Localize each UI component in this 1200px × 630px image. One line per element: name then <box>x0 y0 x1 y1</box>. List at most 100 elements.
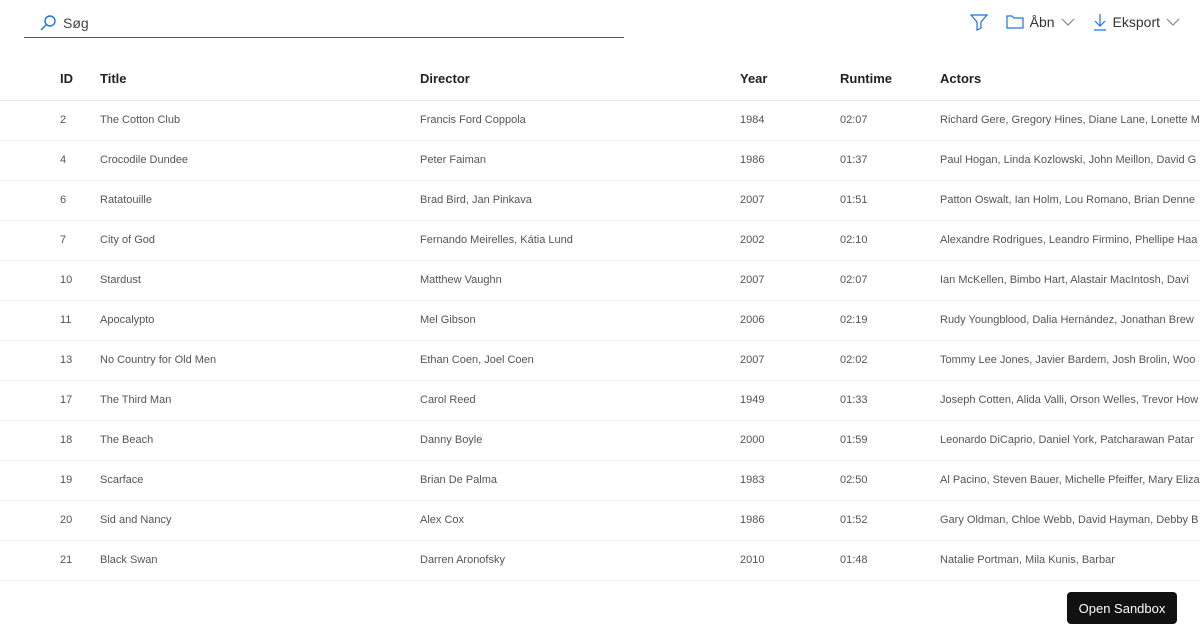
column-header-year[interactable]: Year <box>740 58 840 101</box>
search-icon <box>40 14 56 30</box>
cell-director: Peter Faiman <box>420 140 740 181</box>
search-bar[interactable] <box>24 8 624 38</box>
cell-title: The Cotton Club <box>100 100 420 141</box>
cell-title: Stardust <box>100 260 420 301</box>
cell-id: 19 <box>0 460 100 501</box>
column-header-director[interactable]: Director <box>420 58 740 101</box>
filter-button[interactable] <box>969 13 988 31</box>
column-header-title[interactable]: Title <box>100 58 420 101</box>
cell-year: 1983 <box>740 460 840 501</box>
open-button[interactable]: Åbn <box>1006 14 1075 30</box>
cell-title: Sid and Nancy <box>100 500 420 541</box>
cell-title: Black Swan <box>100 540 420 581</box>
cell-director: Ethan Coen, Joel Coen <box>420 340 740 381</box>
cell-actors: Tommy Lee Jones, Javier Bardem, Josh Bro… <box>940 340 1200 381</box>
table-row[interactable]: 11 Apocalypto Mel Gibson 2006 02:19 Rudy Youn… <box>0 300 1200 341</box>
cell-title: Apocalypto <box>100 300 420 341</box>
cell-runtime: 02:10 <box>840 220 940 261</box>
cell-id: 11 <box>0 300 100 341</box>
cell-director: Carol Reed <box>420 380 740 421</box>
table-header: ID Title Director Year Runtime Actors <box>0 58 1200 101</box>
table-row[interactable]: 19 Scarface Brian De Palma 1983 02:50 Al Paci… <box>0 460 1200 501</box>
cell-runtime: 02:02 <box>840 340 940 381</box>
cell-actors: Rudy Youngblood, Dalia Hernández, Jonath… <box>940 300 1200 341</box>
cell-director: Brad Bird, Jan Pinkava <box>420 180 740 221</box>
cell-runtime: 01:59 <box>840 420 940 461</box>
cell-runtime: 01:51 <box>840 180 940 221</box>
cell-runtime: 02:07 <box>840 100 940 141</box>
table-row[interactable]: 2 The Cotton Club Francis Ford Coppola 1984… <box>0 100 1200 141</box>
cell-year: 2007 <box>740 180 840 221</box>
chevron-down-icon <box>1166 18 1180 26</box>
cell-runtime: 01:48 <box>840 540 940 581</box>
cell-id: 20 <box>0 500 100 541</box>
table-row[interactable]: 6 Ratatouille Brad Bird, Jan Pinkava 2007 01… <box>0 180 1200 221</box>
open-sandbox-button[interactable]: Open Sandbox <box>1067 592 1177 624</box>
cell-director: Danny Boyle <box>420 420 740 461</box>
cell-director: Brian De Palma <box>420 460 740 501</box>
cell-id: 13 <box>0 340 100 381</box>
cell-runtime: 01:33 <box>840 380 940 421</box>
cell-actors: Natalie Portman, Mila Kunis, Barbar <box>940 540 1200 581</box>
table-row[interactable]: 17 The Third Man Carol Reed 1949 01:33 Joseph… <box>0 380 1200 421</box>
cell-actors: Ian McKellen, Bimbo Hart, Alastair MacIn… <box>940 260 1200 301</box>
cell-id: 6 <box>0 180 100 221</box>
table-row[interactable]: 18 The Beach Danny Boyle 2000 01:59 Leonardo … <box>0 420 1200 461</box>
cell-year: 2000 <box>740 420 840 461</box>
cell-director: Alex Cox <box>420 500 740 541</box>
open-label: Åbn <box>1029 14 1055 30</box>
table-row[interactable]: 21 Black Swan Darren Aronofsky 2010 01:48 Nat… <box>0 540 1200 581</box>
cell-title: Scarface <box>100 460 420 501</box>
cell-director: Darren Aronofsky <box>420 540 740 581</box>
column-header-id[interactable]: ID <box>0 58 100 101</box>
cell-id: 17 <box>0 380 100 421</box>
cell-runtime: 02:07 <box>840 260 940 301</box>
search-input[interactable] <box>63 14 563 31</box>
cell-year: 2007 <box>740 260 840 301</box>
column-header-actors[interactable]: Actors <box>940 58 1200 101</box>
cell-director: Mel Gibson <box>420 300 740 341</box>
table-row[interactable]: 20 Sid and Nancy Alex Cox 1986 01:52 Gary Old… <box>0 500 1200 541</box>
cell-director: Fernando Meirelles, Kátia Lund <box>420 220 740 261</box>
cell-actors: Joseph Cotten, Alida Valli, Orson Welles… <box>940 380 1200 421</box>
cell-year: 2007 <box>740 340 840 381</box>
cell-year: 1984 <box>740 100 840 141</box>
cell-id: 4 <box>0 140 100 181</box>
cell-id: 2 <box>0 100 100 141</box>
cell-title: City of God <box>100 220 420 261</box>
cell-title: The Beach <box>100 420 420 461</box>
cell-director: Matthew Vaughn <box>420 260 740 301</box>
cell-id: 10 <box>0 260 100 301</box>
toolbar: Åbn Eksport <box>952 10 1180 34</box>
cell-runtime: 01:37 <box>840 140 940 181</box>
movies-table: ID Title Director Year Runtime Actors 2 The Co… <box>0 58 1200 581</box>
cell-runtime: 02:19 <box>840 300 940 341</box>
cell-actors: Al Pacino, Steven Bauer, Michelle Pfeiff… <box>940 460 1200 501</box>
export-button[interactable]: Eksport <box>1093 13 1180 31</box>
column-header-runtime[interactable]: Runtime <box>840 58 940 101</box>
download-icon <box>1093 14 1106 31</box>
cell-runtime: 02:50 <box>840 460 940 501</box>
cell-year: 1986 <box>740 500 840 541</box>
cell-year: 2010 <box>740 540 840 581</box>
cell-actors: Gary Oldman, Chloe Webb, David Hayman, D… <box>940 500 1200 541</box>
cell-year: 2006 <box>740 300 840 341</box>
export-label: Eksport <box>1112 14 1160 30</box>
cell-year: 1986 <box>740 140 840 181</box>
cell-id: 18 <box>0 420 100 461</box>
chevron-down-icon <box>1061 18 1074 26</box>
cell-actors: Leonardo DiCaprio, Daniel York, Patchara… <box>940 420 1200 461</box>
table-row[interactable]: 7 City of God Fernando Meirelles, Kátia Lu… <box>0 220 1200 261</box>
filter-icon <box>969 14 988 31</box>
cell-director: Francis Ford Coppola <box>420 100 740 141</box>
cell-id: 21 <box>0 540 100 581</box>
cell-title: No Country for Old Men <box>100 340 420 381</box>
cell-actors: Paul Hogan, Linda Kozlowski, John Meillo… <box>940 140 1200 181</box>
table-row[interactable]: 4 Crocodile Dundee Peter Faiman 1986 01:37 Pa… <box>0 140 1200 181</box>
cell-title: Ratatouille <box>100 180 420 221</box>
cell-year: 2002 <box>740 220 840 261</box>
cell-actors: Patton Oswalt, Ian Holm, Lou Romano, Bri… <box>940 180 1200 221</box>
folder-icon <box>1006 15 1024 29</box>
table-row[interactable]: 10 Stardust Matthew Vaughn 2007 02:07 Ian McK… <box>0 260 1200 301</box>
table-row[interactable]: 13 No Country for Old Men Ethan Coen, Joel… <box>0 340 1200 381</box>
